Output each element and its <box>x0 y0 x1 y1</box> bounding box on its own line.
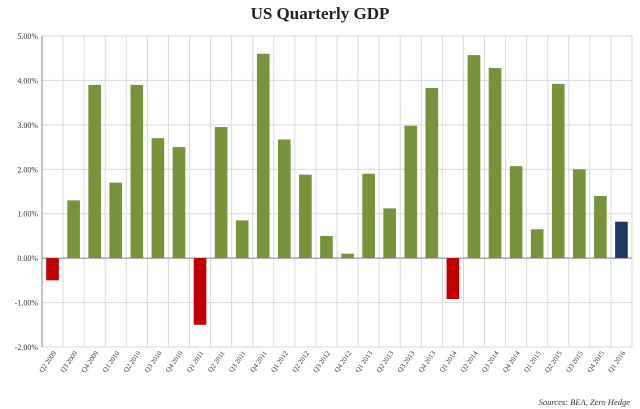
bar <box>509 166 523 259</box>
x-tick-label: Q3 2012 <box>312 349 333 374</box>
bar <box>573 169 586 259</box>
x-tick-label: Q3 2014 <box>480 349 501 374</box>
bar <box>109 182 123 259</box>
y-tick-label: 0.00% <box>17 254 38 263</box>
bar <box>299 174 312 259</box>
x-tick-label: Q4 2011 <box>249 349 270 374</box>
bar <box>130 84 144 259</box>
y-tick-label: 5.00% <box>17 32 38 41</box>
y-tick-label: 1.00% <box>17 210 38 219</box>
x-tick-label: Q1 2010 <box>101 349 122 374</box>
x-tick-label: Q2 2015 <box>543 349 564 374</box>
x-tick-label: Q2 2012 <box>291 349 312 374</box>
x-tick-label: Q1 2015 <box>522 349 543 374</box>
x-tick-label: Q3 2013 <box>396 349 417 374</box>
bar <box>88 84 101 259</box>
bar <box>151 138 165 259</box>
x-tick-label: Q3 2011 <box>227 349 248 374</box>
y-tick-label: 2.00% <box>17 165 38 174</box>
bar <box>193 258 207 325</box>
bar <box>488 67 502 259</box>
chart-title: US Quarterly GDP <box>250 4 390 23</box>
bar <box>530 229 544 259</box>
x-tick-label: Q4 2010 <box>164 349 185 374</box>
y-tick-label: -1.00% <box>15 299 39 308</box>
x-tick-label: Q4 2013 <box>417 349 438 374</box>
x-tick-label: Q3 2009 <box>59 349 80 374</box>
bar <box>551 83 565 259</box>
bar <box>615 221 628 259</box>
x-tick-label: Q1 2013 <box>354 349 375 374</box>
x-tick-label: Q2 2013 <box>375 349 396 374</box>
y-tick-label: -2.00% <box>15 343 39 352</box>
bar <box>278 139 291 259</box>
x-tick-label: Q2 2011 <box>206 349 227 374</box>
bar <box>67 200 80 259</box>
bar <box>235 220 249 259</box>
bar <box>341 253 354 259</box>
x-tick-label: Q4 2015 <box>586 349 607 374</box>
bar <box>320 235 333 259</box>
x-tick-label: Q3 2015 <box>564 349 585 374</box>
x-tick-label: Q1 2011 <box>185 349 206 374</box>
x-tick-label: Q2 2014 <box>459 349 480 374</box>
x-tick-label: Q4 2012 <box>333 349 354 374</box>
x-tick-label: Q4 2009 <box>80 349 101 374</box>
bar <box>383 208 396 259</box>
x-tick-label: Q2 2010 <box>122 349 143 374</box>
chart-source: Sources: BEA, Zero Hedge <box>538 397 630 407</box>
y-tick-label: 4.00% <box>17 76 38 85</box>
bar <box>172 147 186 259</box>
bar <box>425 87 439 259</box>
bar <box>214 127 228 259</box>
bar <box>594 195 607 259</box>
bar <box>467 55 481 259</box>
bar <box>46 258 59 281</box>
x-tick-label: Q1 2012 <box>269 349 290 374</box>
bar <box>256 53 270 259</box>
x-tick-label: Q2 2009 <box>38 349 59 374</box>
x-tick-label: Q4 2014 <box>501 349 522 374</box>
y-tick-label: 3.00% <box>17 121 38 130</box>
bar <box>404 125 418 259</box>
bar <box>446 258 460 300</box>
x-tick-label: Q1 2016 <box>607 349 628 374</box>
bar <box>362 173 375 259</box>
x-tick-label: Q3 2010 <box>143 349 164 374</box>
x-tick-label: Q1 2014 <box>438 349 459 374</box>
